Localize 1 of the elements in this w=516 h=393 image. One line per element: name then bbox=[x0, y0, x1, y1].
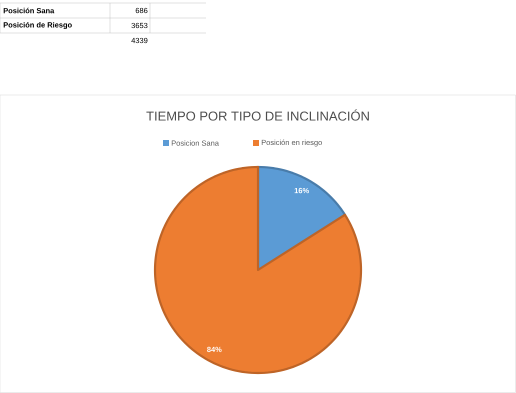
chart-title: TIEMPO POR TIPO DE INCLINACIÓN bbox=[146, 109, 369, 121]
